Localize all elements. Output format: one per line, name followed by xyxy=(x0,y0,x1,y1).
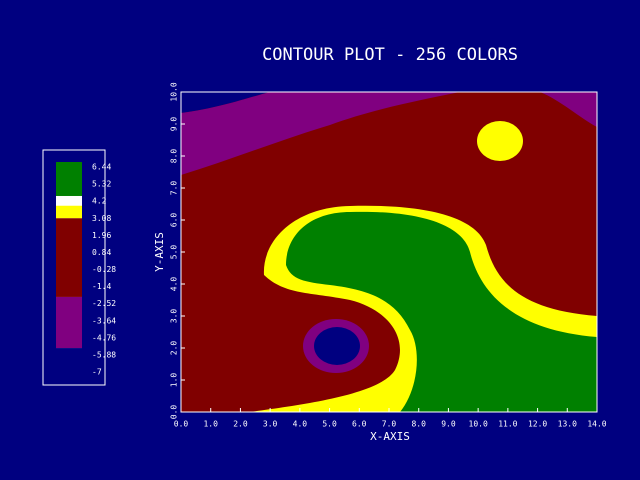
legend-label: -5.88 xyxy=(92,350,116,359)
legend-label: 5.32 xyxy=(92,180,111,189)
x-tick-label: 5.0 xyxy=(322,420,337,429)
legend-label: 0.84 xyxy=(92,248,111,257)
x-tick-label: 14.0 xyxy=(587,420,606,429)
y-tick-label: 4.0 xyxy=(170,277,179,292)
legend-frame xyxy=(42,149,106,386)
y-tick-label: 6.0 xyxy=(170,213,179,228)
chart-title: CONTOUR PLOT - 256 COLORS xyxy=(262,45,518,65)
x-tick-label: 4.0 xyxy=(293,420,308,429)
legend-label: -4.76 xyxy=(92,333,116,342)
x-tick-label: 3.0 xyxy=(263,420,278,429)
y-tick-label: 9.0 xyxy=(170,117,179,132)
y-tick-label: 7.0 xyxy=(170,181,179,196)
legend-band xyxy=(56,296,82,349)
legend-band xyxy=(56,162,82,196)
x-tick-label: 2.0 xyxy=(233,420,248,429)
x-tick-label: 6.0 xyxy=(352,420,367,429)
contour-region xyxy=(181,92,270,113)
legend-label: 3.08 xyxy=(92,214,111,223)
legend-label: -0.28 xyxy=(92,265,116,274)
legend-label: -1.4 xyxy=(92,282,111,291)
y-tick-label: 8.0 xyxy=(170,149,179,164)
x-tick-label: 7.0 xyxy=(382,420,397,429)
y-tick-label: 5.0 xyxy=(170,245,179,260)
x-axis-label: X-AXIS xyxy=(370,430,410,443)
y-tick-label: 10.0 xyxy=(170,82,179,101)
x-tick-label: 13.0 xyxy=(558,420,577,429)
contour-region xyxy=(540,92,597,127)
x-tick-label: 10.0 xyxy=(469,420,488,429)
x-tick-label: 9.0 xyxy=(441,420,456,429)
y-tick-label: 3.0 xyxy=(170,309,179,324)
legend-band xyxy=(56,205,82,219)
x-tick-label: 8.0 xyxy=(411,420,426,429)
legend-label: -7 xyxy=(92,368,102,377)
contour-region xyxy=(181,92,460,175)
legend-label: -2.52 xyxy=(92,299,116,308)
x-tick-label: 11.0 xyxy=(498,420,517,429)
y-tick-label: 0.0 xyxy=(170,405,179,420)
legend-label: -3.64 xyxy=(92,316,116,325)
contour-region xyxy=(314,327,360,365)
y-tick-label: 1.0 xyxy=(170,373,179,388)
contour-plot xyxy=(180,91,598,413)
x-tick-label: 1.0 xyxy=(203,420,218,429)
legend-label: 1.96 xyxy=(92,231,111,240)
y-tick-label: 2.0 xyxy=(170,341,179,356)
legend-label: 6.44 xyxy=(92,163,111,172)
x-tick-label: 12.0 xyxy=(528,420,547,429)
legend-band xyxy=(56,218,82,297)
x-tick-label: 0.0 xyxy=(174,420,189,429)
y-axis-label: Y-AXIS xyxy=(153,232,166,272)
legend-band xyxy=(56,348,82,376)
contour-region xyxy=(477,121,523,161)
legend-label: 4.2 xyxy=(92,197,107,206)
contour-region xyxy=(286,211,597,412)
